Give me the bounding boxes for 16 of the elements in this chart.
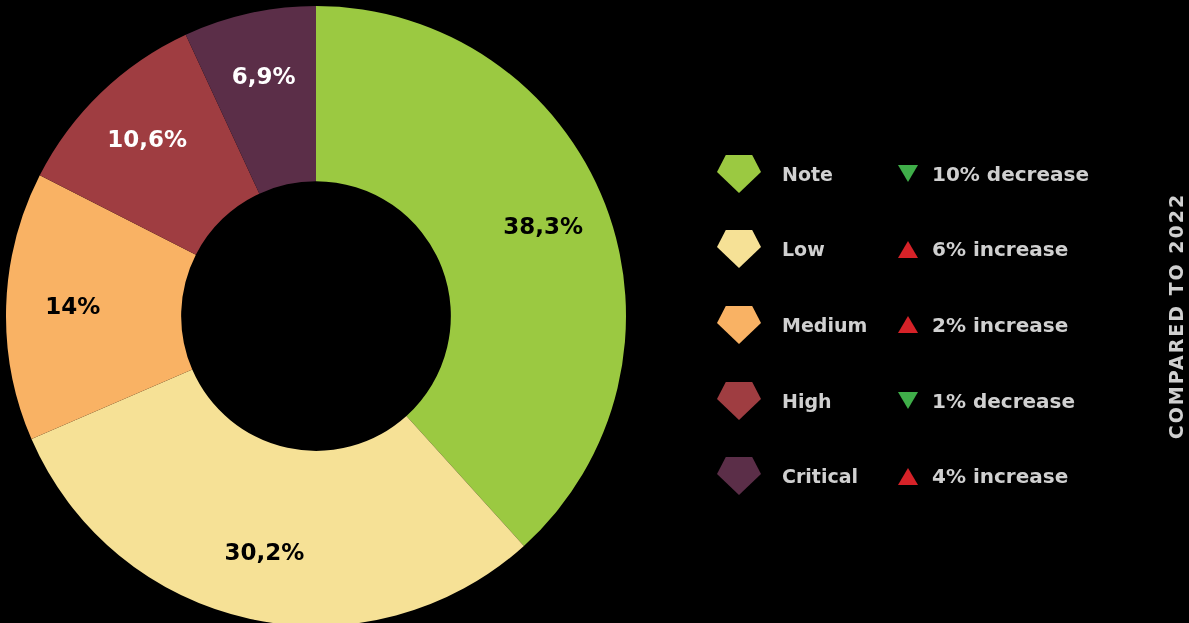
text: 4% increase <box>932 464 1069 489</box>
legend-label: Low <box>782 238 826 261</box>
text: 2% increase <box>932 312 1069 337</box>
legend-label: Medium <box>782 313 869 336</box>
data-label: 6,9% <box>231 63 296 90</box>
text: 6% increase <box>932 237 1069 262</box>
legend-label: High <box>782 389 833 412</box>
text: 10% decrease <box>932 161 1089 186</box>
data-label: 14% <box>45 293 101 320</box>
data-label: 10,6% <box>107 125 188 152</box>
data-label: 30,2% <box>224 538 305 565</box>
legend-label: Note <box>782 162 834 185</box>
legend-label: Critical <box>782 465 860 488</box>
data-label: 38,3% <box>503 213 584 240</box>
text: 1% decrease <box>932 388 1076 413</box>
text: COMPARED TO 2022 <box>1165 192 1187 440</box>
